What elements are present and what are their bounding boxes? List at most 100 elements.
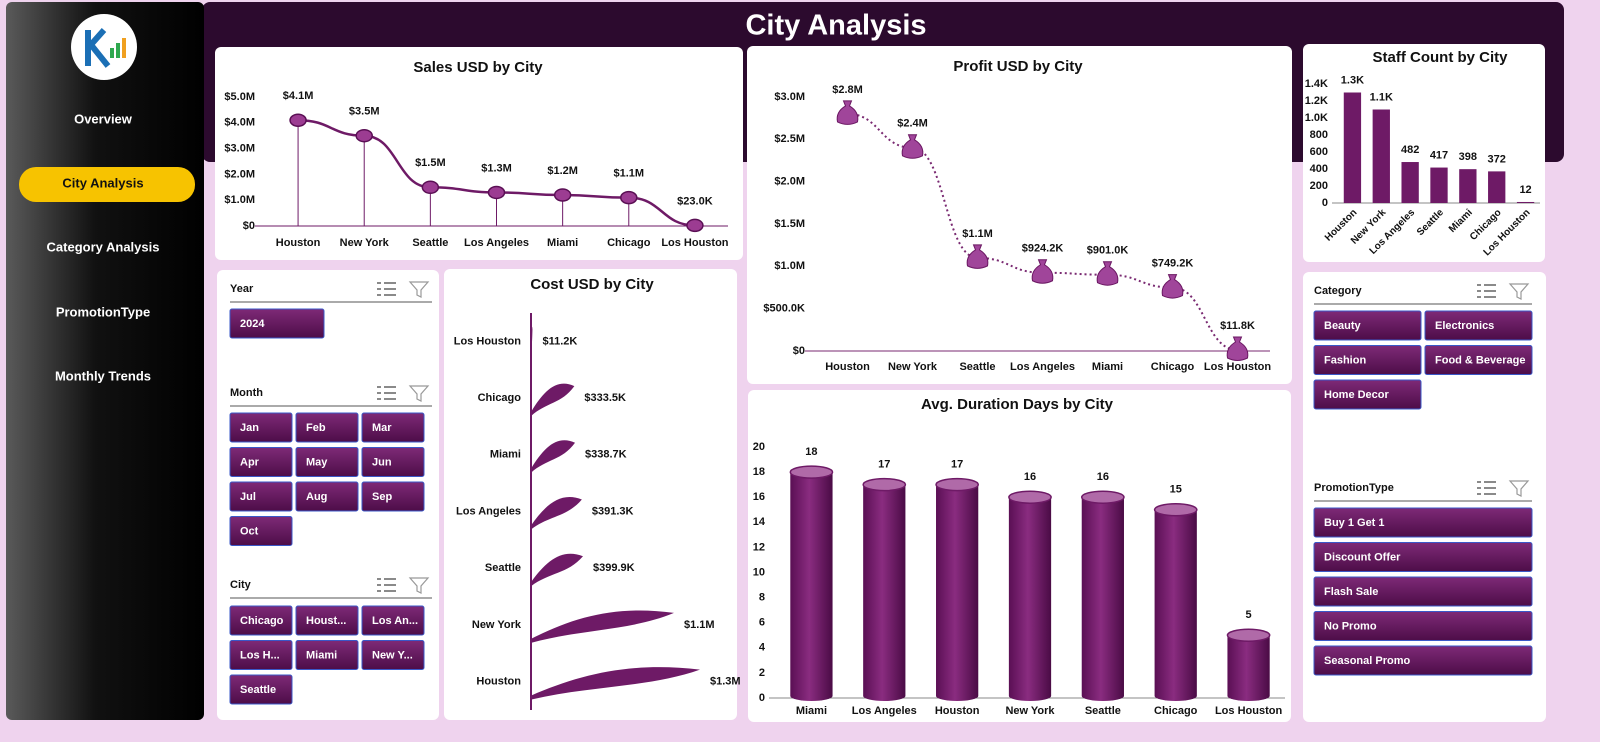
bar-top — [1226, 628, 1271, 642]
slicer-item[interactable]: Home Decor — [1324, 389, 1390, 401]
slicer-item[interactable]: Los H... — [240, 649, 280, 661]
slicer-item[interactable]: Electronics — [1435, 320, 1494, 332]
slicer-button[interactable] — [361, 447, 425, 477]
x-tick-label: Chicago — [1151, 361, 1195, 373]
clear-filter-icon[interactable] — [1508, 480, 1530, 497]
slicer-button[interactable] — [1313, 611, 1533, 641]
slicer-item[interactable]: May — [306, 456, 328, 468]
slicer-item[interactable]: No Promo — [1324, 620, 1377, 632]
multi-select-icon[interactable] — [1477, 284, 1496, 298]
slicer-button[interactable] — [229, 605, 293, 636]
y-tick-label: $5.0M — [224, 91, 255, 103]
slicer-item[interactable]: Miami — [306, 649, 337, 661]
slicer-item[interactable]: Buy 1 Get 1 — [1324, 517, 1385, 529]
x-tick-label: Miami — [796, 705, 827, 717]
bar — [531, 383, 575, 417]
slicer-item[interactable]: Mar — [372, 422, 392, 434]
slicer-button[interactable] — [295, 447, 359, 477]
slicer-button[interactable] — [295, 481, 359, 512]
slicer-button[interactable] — [295, 640, 359, 670]
slicer-item[interactable]: Jul — [240, 491, 256, 503]
slicer-button[interactable] — [229, 481, 293, 512]
slicer-item[interactable]: Seattle — [240, 684, 276, 696]
data-label: $1.2M — [547, 165, 578, 177]
slicer-button[interactable] — [1313, 576, 1533, 607]
slicer-button[interactable] — [295, 605, 359, 636]
slicer-item[interactable]: Apr — [240, 456, 260, 468]
slicer-item[interactable]: Los An... — [372, 615, 418, 627]
clear-filter-icon[interactable] — [408, 281, 430, 298]
slicer-item[interactable]: Houst... — [306, 615, 346, 627]
data-label: 17 — [951, 459, 963, 471]
slicer-item[interactable]: Jun — [372, 456, 392, 468]
y-tick-label: $1.0M — [774, 260, 805, 272]
y-tick-label: 20 — [753, 441, 765, 453]
slicer-button[interactable] — [1313, 379, 1422, 410]
slicer-item[interactable]: Oct — [240, 525, 259, 537]
clear-filter-icon[interactable] — [408, 577, 430, 594]
data-label: $11.2K — [542, 335, 577, 347]
slicer-button[interactable] — [229, 640, 293, 670]
data-label: 12 — [1519, 184, 1531, 196]
slicer-item[interactable]: Feb — [306, 422, 326, 434]
slicer-button[interactable] — [361, 412, 425, 443]
nav-active-pill[interactable] — [19, 167, 195, 202]
slicer-button[interactable] — [229, 447, 293, 477]
x-tick-label: Miami — [547, 237, 578, 249]
y-tick-label: 1.2K — [1305, 95, 1328, 107]
clear-filter-icon[interactable] — [1508, 283, 1530, 300]
slicer-button[interactable] — [1313, 645, 1533, 676]
slicer-button[interactable] — [361, 481, 425, 512]
multi-select-icon[interactable] — [377, 578, 396, 592]
slicer-button[interactable] — [1313, 507, 1533, 538]
slicer-item[interactable]: Discount Offer — [1324, 551, 1401, 563]
nav-item[interactable]: Monthly Trends — [55, 368, 151, 383]
multi-select-icon[interactable] — [377, 386, 396, 400]
nav-item[interactable]: Category Analysis — [47, 239, 160, 254]
slicer-item[interactable]: Fashion — [1324, 354, 1366, 366]
slicer-item[interactable]: Chicago — [240, 615, 284, 627]
slicer-button[interactable] — [229, 516, 293, 546]
slicer-title: PromotionType — [1314, 482, 1394, 494]
nav-item[interactable]: City Analysis — [62, 175, 143, 190]
y-tick-label: 200 — [1310, 180, 1328, 192]
slicer-button[interactable] — [1424, 345, 1533, 375]
slicer-button[interactable] — [361, 640, 425, 670]
nav-item[interactable]: Overview — [74, 111, 133, 126]
slicer-item[interactable]: 2024 — [240, 318, 265, 330]
slicer-item[interactable]: New Y... — [372, 649, 413, 661]
bag-marker — [966, 244, 989, 269]
slicer-button[interactable] — [229, 674, 293, 705]
slicer-item[interactable]: Food & Beverage — [1435, 354, 1525, 366]
slicer-item[interactable]: Beauty — [1324, 320, 1362, 332]
data-label: $4.1M — [283, 90, 314, 102]
bar-top — [1153, 503, 1198, 517]
slicer-button[interactable] — [361, 605, 425, 636]
slicer-item[interactable]: Flash Sale — [1324, 586, 1378, 598]
bar — [531, 326, 533, 360]
slicer-button[interactable] — [1313, 542, 1533, 572]
bar — [531, 440, 576, 473]
clear-filter-icon[interactable] — [408, 385, 430, 402]
bar — [531, 553, 583, 587]
slicer-button[interactable] — [1313, 345, 1422, 375]
bar — [531, 667, 700, 700]
slicer-item[interactable]: Jan — [240, 422, 259, 434]
slicer-item[interactable]: Aug — [306, 491, 327, 503]
slicer-item[interactable]: Sep — [372, 491, 392, 503]
slicer-button[interactable] — [229, 412, 293, 443]
nav-item[interactable]: PromotionType — [56, 304, 150, 319]
x-tick-label: Houston — [276, 237, 321, 249]
slicer-button[interactable] — [1424, 310, 1533, 341]
slicer-title: Year — [230, 283, 254, 295]
slicer-button[interactable] — [1313, 310, 1422, 341]
slicer-button[interactable] — [295, 412, 359, 443]
y-tick-label: $4.0M — [224, 117, 255, 129]
multi-select-icon[interactable] — [377, 282, 396, 296]
slicer-button[interactable] — [229, 308, 325, 339]
data-label: 16 — [1024, 471, 1036, 483]
y-tick-label: 10 — [753, 566, 765, 578]
multi-select-icon[interactable] — [1477, 481, 1496, 495]
bar — [531, 497, 582, 530]
slicer-item[interactable]: Seasonal Promo — [1324, 655, 1410, 667]
